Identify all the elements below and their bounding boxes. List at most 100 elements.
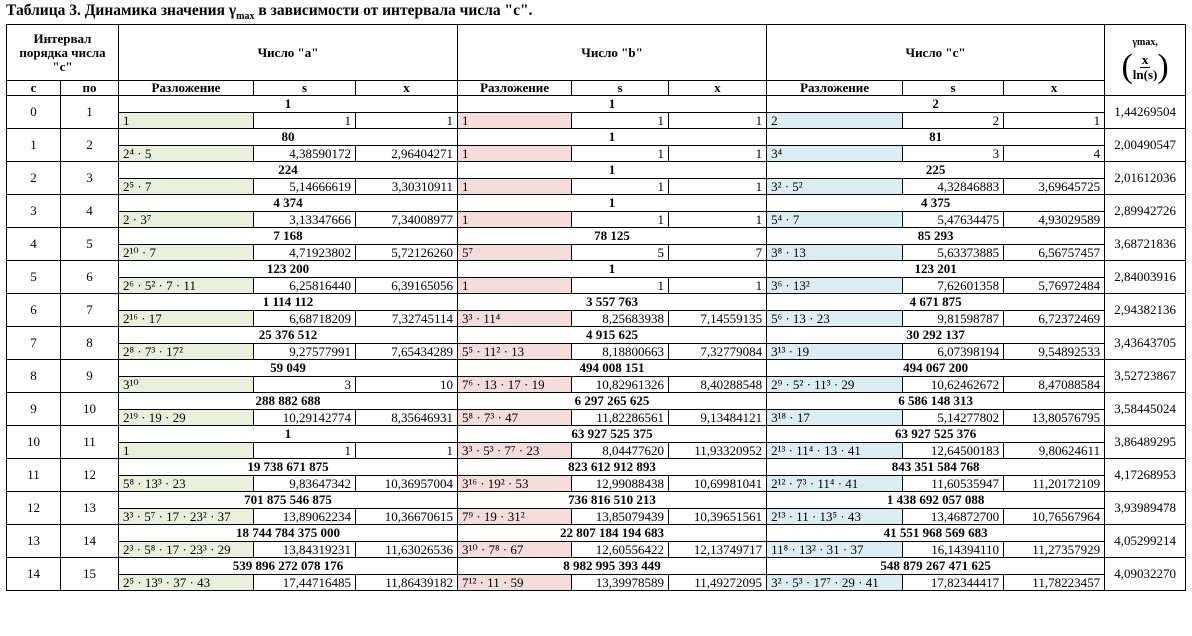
number-a-value: 7 168: [118, 227, 459, 245]
gamma-value: 2,94382136: [1104, 293, 1187, 327]
b-s-value: 10,82961326: [571, 376, 670, 393]
b-decomposition: 3³ · 5³ · 7⁷ · 23: [457, 442, 573, 459]
interval-to: 2: [59, 128, 120, 162]
a-x-value: 7,34008977: [355, 211, 459, 228]
gamma-value: 3,86489295: [1104, 425, 1187, 459]
b-x-value: 12,13749717: [668, 541, 768, 558]
b-x-value: 1: [668, 145, 768, 162]
table-subrow: 2¹⁰ · 7 4,71923802 5,72126260 5⁷ 5 7 3⁸ · 13 5,…: [7, 244, 1186, 261]
table-row: 14 15 539 896 272 078 176 8 982 995 393 449…: [6, 557, 1187, 591]
c-decomposition: 3¹³ · 19: [766, 343, 904, 360]
number-b-value: 1: [457, 260, 768, 278]
table-subrow: 2⁶ · 5² · 7 · 11 6,25816440 6,39165056 1 1 1 3…: [7, 277, 1186, 294]
interval-from: 1: [6, 128, 61, 162]
c-decomposition: 3⁸ · 13: [766, 244, 904, 261]
number-a-value: 123 200: [118, 260, 459, 278]
table-subrow: 2⁵ · 7 5,14666619 3,30310911 1 1 1 3² · 5² 4,32…: [7, 178, 1186, 195]
b-s-value: 11,82286561: [571, 409, 670, 426]
c-x-value: 9,54892533: [1003, 343, 1106, 360]
b-x-value: 10,39651561: [668, 508, 768, 525]
b-s-value: 8,04477620: [571, 442, 670, 459]
interval-from: 2: [6, 161, 61, 195]
table-subrow: 2¹⁶ · 17 6,68718209 7,32745114 3³ · 11⁴ 8,25…: [7, 310, 1186, 327]
c-x-value: 4,93029589: [1003, 211, 1106, 228]
gamma-value: 1,44269504: [1104, 95, 1187, 129]
c-s-value: 16,14394110: [902, 541, 1005, 558]
c-s-value: 12,64500183: [902, 442, 1005, 459]
a-decomposition: 5⁸ · 13³ · 23: [118, 475, 255, 492]
a-x-value: 11,63026536: [355, 541, 459, 558]
b-x-value: 7,14559135: [668, 310, 768, 327]
interval-from: 4: [6, 227, 61, 261]
table-subrow: 2³ · 5⁸ · 17 · 23³ · 29 13,84319231 11,630…: [7, 541, 1186, 558]
c-s-value: 5,47634475: [902, 211, 1005, 228]
a-s-value: 3: [253, 376, 357, 393]
table-subrow: 2 · 3⁷ 3,13347666 7,34008977 1 1 1 5⁴ · 7 5,476…: [7, 211, 1186, 228]
interval-to: 3: [59, 161, 120, 195]
number-a-value: 701 875 546 875: [118, 491, 459, 509]
interval-to: 4: [59, 194, 120, 228]
number-b-value: 494 008 151: [457, 359, 768, 377]
to-header: по: [59, 80, 120, 96]
number-c-value: 548 879 267 471 625: [766, 557, 1106, 575]
c-x-value: 4: [1003, 145, 1106, 162]
b-s-value: 1: [571, 277, 670, 294]
number-a-value: 1 114 112: [118, 293, 459, 311]
c-s-value: 5,63373885: [902, 244, 1005, 261]
a-x-value: 3,30310911: [355, 178, 459, 195]
a-s-value: 1: [253, 112, 357, 129]
c-decomposition: 2¹³ · 11 · 13⁵ · 43: [766, 508, 904, 525]
number-a-value: 1: [118, 95, 459, 113]
c-s-value: 9,81598787: [902, 310, 1005, 327]
table-row: 0 1 1 1 2 1,44269504: [6, 95, 1187, 129]
c-decomposition: 2: [766, 112, 904, 129]
a-s-value: 13,84319231: [253, 541, 357, 558]
table-row: 10 11 1 63 927 525 375 63 927 525 376 3,86489…: [6, 425, 1187, 459]
b-decomposition: 7⁶ · 13 · 17 · 19: [457, 376, 573, 393]
table-subrow: 1 1 1 3³ · 5³ · 7⁷ · 23 8,04477620 11,9332095…: [7, 442, 1186, 459]
b-decomposition: 3¹⁰ · 7⁸ · 67: [457, 541, 573, 558]
a-x-value: 6,39165056: [355, 277, 459, 294]
gamma-value: 4,17268953: [1104, 458, 1187, 492]
number-a-value: 19 738 671 875: [118, 458, 459, 476]
c-s-value: 10,62462672: [902, 376, 1005, 393]
number-b-value: 4 915 625: [457, 326, 768, 344]
c-x-value: 6,56757457: [1003, 244, 1106, 261]
c-decomposition: 11⁸ · 13² · 31 · 37: [766, 541, 904, 558]
interval-to: 12: [59, 458, 120, 492]
b-s-header: s: [571, 80, 670, 96]
gamma-value: 3,58445024: [1104, 392, 1187, 426]
gamma-header: γmax, (x ln(s)): [1104, 24, 1187, 96]
interval-from: 12: [6, 491, 61, 525]
a-decomposition: 2⁸ · 7³ · 17²: [118, 343, 255, 360]
gamma-value: 2,00490547: [1104, 128, 1187, 162]
interval-to: 11: [59, 425, 120, 459]
interval-to: 1: [59, 95, 120, 129]
c-x-value: 5,76972484: [1003, 277, 1106, 294]
a-s-value: 10,29142774: [253, 409, 357, 426]
number-c-value: 41 551 968 569 683: [766, 524, 1106, 542]
number-b-value: 1: [457, 194, 768, 212]
number-a-value: 539 896 272 078 176: [118, 557, 459, 575]
number-c-value: 1 438 692 057 088: [766, 491, 1106, 509]
a-decomposition: 2⁶ · 5² · 7 · 11: [118, 277, 255, 294]
number-a-value: 4 374: [118, 194, 459, 212]
table-subrow: 2⁵ · 13⁹ · 37 · 43 17,44716485 11,86439182…: [7, 574, 1186, 591]
c-s-value: 2: [902, 112, 1005, 129]
a-s-value: 1: [253, 442, 357, 459]
number-c-value: 81: [766, 128, 1106, 146]
number-c-value: 843 351 584 768: [766, 458, 1106, 476]
gamma-value: 2,01612036: [1104, 161, 1187, 195]
b-s-value: 8,25683938: [571, 310, 670, 327]
a-x-value: 7,32745114: [355, 310, 459, 327]
a-s-value: 17,44716485: [253, 574, 357, 591]
number-a-value: 80: [118, 128, 459, 146]
number-b-value: 1: [457, 95, 768, 113]
gamma-value: 3,52723867: [1104, 359, 1187, 393]
table-row: 8 9 59 049 494 008 151 494 067 200 3,52723867: [6, 359, 1187, 393]
b-x-value: 9,13484121: [668, 409, 768, 426]
c-decomposition: 3² · 5²: [766, 178, 904, 195]
b-x-header: x: [668, 80, 768, 96]
